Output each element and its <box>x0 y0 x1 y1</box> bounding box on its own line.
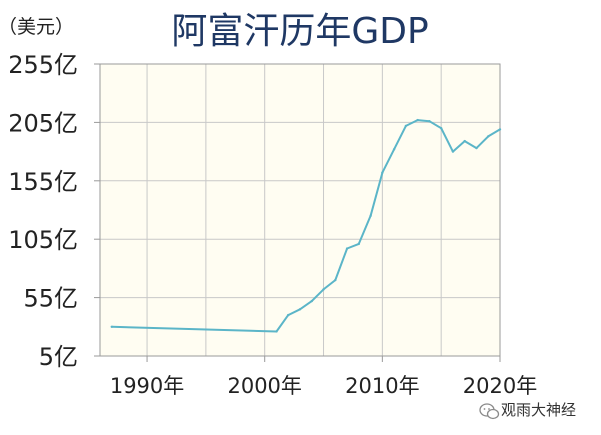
x-tick-label-2: 2010年 <box>345 374 419 398</box>
plot-area <box>100 64 500 356</box>
data-point-2011 <box>392 148 396 151</box>
y-tick-label-3: 155亿 <box>8 168 78 196</box>
y-tick-label-4: 205亿 <box>8 109 78 137</box>
y-tick-label-5: 255亿 <box>8 51 78 79</box>
y-tick-label-0: 5亿 <box>39 343 78 371</box>
data-point-2015 <box>439 127 443 130</box>
x-axis: 1990年 2000年 2010年 2020年 <box>110 356 537 398</box>
data-point-2009 <box>369 214 372 218</box>
data-point-2007 <box>345 247 349 250</box>
data-point-2002 <box>287 313 290 317</box>
data-point-2008 <box>357 242 361 246</box>
y-axis: 5亿 55亿 105亿 155亿 205亿 255亿 <box>8 51 100 371</box>
watermark: 观雨大神经 <box>479 401 576 420</box>
data-point-2017 <box>463 139 466 143</box>
data-point-2003 <box>298 308 302 311</box>
data-point-2005 <box>322 288 325 291</box>
data-point-2014 <box>428 120 431 123</box>
x-tick-label-1: 2000年 <box>227 374 301 398</box>
data-point-2001 <box>275 330 278 333</box>
data-point-2010 <box>381 171 384 174</box>
data-point-2013 <box>416 118 419 122</box>
data-point-2006 <box>334 278 337 282</box>
data-point-1987 <box>110 325 113 328</box>
wechat-icon <box>479 403 500 420</box>
x-tick-label-3: 2020年 <box>463 374 537 398</box>
y-tick-label-1: 55亿 <box>23 285 78 313</box>
chart-title: 阿富汗历年GDP <box>171 11 428 52</box>
watermark-text: 观雨大神经 <box>501 401 576 419</box>
series-gdp <box>110 118 502 333</box>
data-point-2012 <box>404 124 408 128</box>
data-point-2016 <box>451 150 455 153</box>
grid-lines <box>99 63 501 357</box>
plot-border <box>99 63 501 357</box>
data-point-2018 <box>475 146 478 150</box>
x-tick-label-0: 1990年 <box>110 374 184 398</box>
data-point-2004 <box>310 299 313 303</box>
unit-label: （美元） <box>0 16 74 38</box>
data-point-2020 <box>498 128 502 131</box>
y-tick-label-2: 105亿 <box>8 226 78 254</box>
data-point-2019 <box>487 135 490 138</box>
